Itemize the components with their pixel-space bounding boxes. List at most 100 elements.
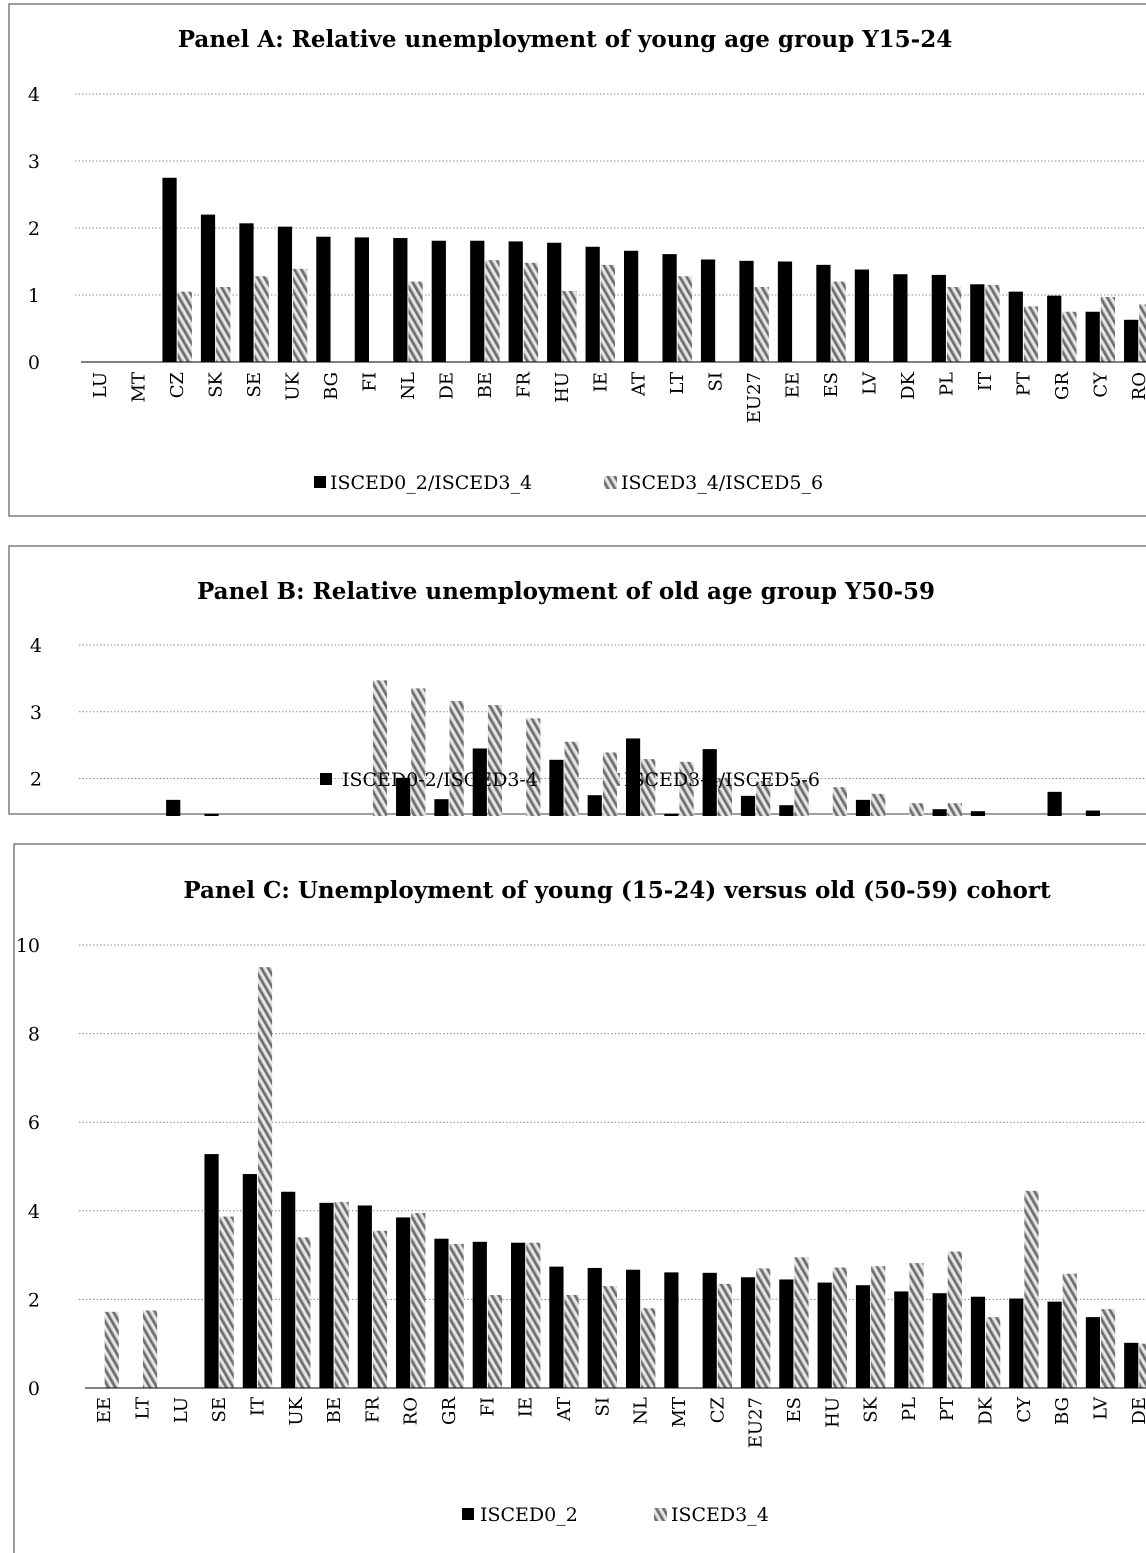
bar-pl-series-1 [931, 274, 946, 362]
x-tick-label: AT [554, 1397, 575, 1422]
bar-cy-series-2 [1100, 297, 1116, 362]
bar-sk-series-2 [871, 1266, 886, 1388]
bar-sk-series-1 [200, 214, 216, 362]
bar-nl-series-1 [625, 1269, 641, 1388]
x-tick-label: GR [439, 1397, 460, 1425]
bar-fi-series-1 [354, 237, 369, 362]
x-tick-label: IT [975, 372, 996, 391]
y-tick-label: 3 [30, 702, 42, 724]
bar-ro-series-1 [1124, 319, 1139, 362]
legend-swatch-series-2 [604, 476, 617, 489]
x-tick-label: PL [936, 372, 957, 396]
x-tick-label: DE [436, 372, 457, 400]
chart-title: Panel C: Unemployment of young (15-24) v… [183, 877, 1051, 904]
bar-sk-series-1 [855, 1285, 871, 1388]
bar-gr-series-1 [1047, 295, 1062, 362]
bar-fr-series-1 [357, 1205, 372, 1388]
x-tick-label: CZ [707, 1397, 728, 1423]
bar-ie-series-1 [585, 246, 600, 362]
bar-be-series-1 [1047, 791, 1062, 816]
bar-sk-series-2 [641, 759, 656, 816]
bar-dk-series-1 [893, 274, 908, 362]
x-tick-label: LT [667, 372, 688, 395]
bar-bg-series-2 [1062, 1273, 1077, 1388]
x-tick-label: GR [1052, 372, 1073, 400]
bar-cz-series-2 [487, 705, 503, 816]
bar-bg-series-1 [316, 236, 331, 362]
x-tick-label: DE [1129, 1397, 1146, 1425]
legend: ISCED0_2 ISCED3_4 [462, 1504, 769, 1526]
bar-fr-series-1 [1085, 810, 1101, 816]
x-tick-label: LT [132, 1397, 153, 1420]
bar-lv-series-1 [664, 813, 679, 816]
bar-gr-series-2 [1062, 311, 1077, 362]
bar-uk-series-2 [947, 803, 962, 816]
bar-pt-series-2 [1023, 306, 1039, 362]
x-tick-label: PL [899, 1397, 920, 1421]
bar-fr-series-2 [523, 262, 539, 362]
x-tick-label: SK [861, 1396, 882, 1422]
bar-gr-series-1 [434, 1238, 449, 1388]
bar-es-series-1 [740, 795, 756, 816]
x-tick-label: FR [362, 1397, 383, 1423]
bar-lv-series-2 [1101, 1309, 1116, 1388]
bar-be-series-1 [470, 240, 485, 362]
bar-at-series-1 [624, 250, 639, 362]
bar-mt-series-1 [664, 1272, 679, 1388]
x-tick-label: NL [631, 1397, 652, 1425]
x-tick-label: CZ [167, 372, 188, 398]
x-tick-label: SE [209, 1397, 230, 1422]
x-tick-label: BG [1052, 1397, 1073, 1425]
x-tick-label: UK [286, 1396, 307, 1425]
panel-b: Panel B: Relative unemployment of old ag… [0, 544, 1146, 816]
x-tick-label: BE [324, 1397, 345, 1423]
bar-eu27-series-2 [794, 781, 809, 816]
bar-se-series-1 [239, 223, 254, 362]
panel-c-chart: Panel C: Unemployment of young (15-24) v… [13, 843, 1146, 1553]
bar-dk-series-2 [986, 1317, 1001, 1388]
legend-label-series-1: ISCED0-2/ISCED3-4 [342, 769, 538, 791]
bar-nl-series-2 [641, 1308, 656, 1388]
bar-lt-series-2 [677, 276, 692, 362]
bar-hu-series-2 [562, 290, 577, 362]
bar-eu27-series-1 [739, 260, 754, 362]
x-tick-label: SI [592, 1397, 613, 1416]
x-tick-label: SK [206, 371, 227, 397]
legend: ISCED0_2/ISCED3_4 ISCED3_4/ISCED5_6 [314, 472, 823, 494]
y-tick-label: 10 [16, 935, 40, 957]
bar-hu-series-1 [396, 777, 411, 816]
legend-label-series-2: ISCED3_4 [671, 1504, 769, 1526]
bar-es-series-2 [794, 1257, 809, 1388]
bar-hu-series-1 [547, 242, 562, 362]
bar-dk-series-2 [909, 803, 924, 816]
x-tick-label: LV [1091, 1396, 1112, 1420]
x-tick-label: FI [359, 372, 380, 392]
y-tick-label: 4 [28, 1201, 40, 1223]
bar-es-series-1 [816, 264, 831, 362]
x-tick-label: EU27 [744, 372, 765, 423]
x-tick-label: SI [706, 372, 727, 391]
y-tick-label: 4 [30, 635, 42, 657]
bar-bg-series-1 [702, 749, 717, 816]
bar-ee-series-2 [104, 1311, 119, 1388]
x-tick-label: BG [321, 372, 342, 400]
bar-at-series-1 [549, 1266, 564, 1388]
x-tick-label: MT [669, 1397, 690, 1427]
bar-ie-series-2 [526, 1242, 541, 1388]
bar-ie-series-1 [511, 1242, 526, 1388]
x-tick-label: RO [1129, 372, 1146, 400]
bar-pt-series-2 [947, 1251, 962, 1388]
y-tick-label: 2 [28, 218, 40, 240]
bar-se-series-1 [970, 811, 986, 816]
bar-cy-series-1 [1085, 311, 1100, 362]
bar-de-series-1 [431, 240, 446, 362]
chart-title: Panel A: Relative unemployment of young … [178, 26, 952, 53]
bar-es-series-2 [756, 781, 771, 816]
bar-ro-series-1 [396, 1217, 411, 1388]
bar-nl-series-1 [393, 238, 408, 362]
bar-ie-series-2 [600, 264, 615, 362]
legend-label-series-2: ISCED3_4/ISCED5_6 [621, 472, 823, 494]
bar-lt-series-1 [662, 254, 677, 362]
x-tick-label: UK [283, 371, 304, 400]
x-tick-label: EE [94, 1397, 115, 1423]
